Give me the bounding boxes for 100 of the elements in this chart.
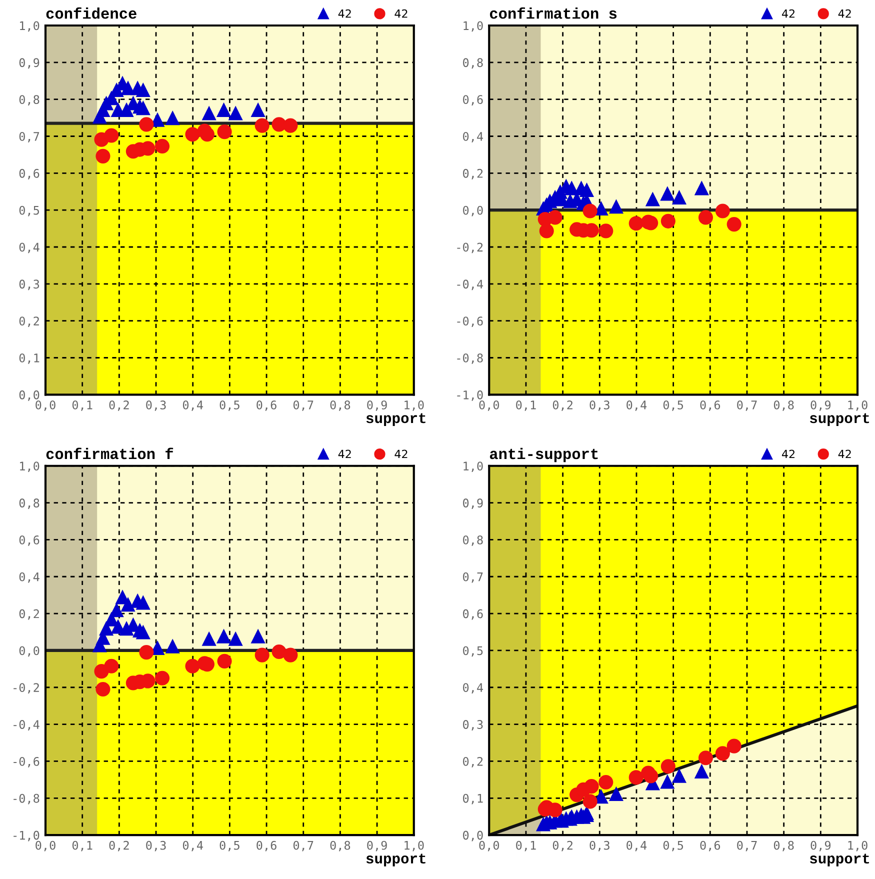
- x-axis-title: support: [810, 854, 870, 866]
- x-tick-label: 0,6: [700, 400, 720, 411]
- x-tick-label: 0,2: [109, 400, 129, 411]
- y-tick-label: 1,0: [20, 462, 40, 472]
- y-tick-label: 0,4: [19, 242, 40, 254]
- x-tick-label: 0,5: [663, 400, 684, 411]
- y-tick-label: -1,0: [457, 390, 483, 401]
- y-tick-label: -1,0: [14, 830, 40, 842]
- x-tick-label: 0,6: [700, 840, 720, 852]
- y-tick-label: 0,2: [463, 756, 483, 768]
- x-tick-label: 0,3: [590, 840, 610, 852]
- y-tick-label: 0,1: [19, 354, 40, 364]
- y-tick-label: -0,8: [457, 354, 483, 364]
- y-tick-label: 0,9: [463, 498, 483, 509]
- x-tick-label: 0,5: [220, 840, 240, 852]
- x-tick-label: 0,6: [256, 840, 276, 852]
- legend-label: 42: [394, 9, 408, 18]
- x-tick-label: 0,0: [36, 400, 56, 411]
- x-tick-label: 0,1: [72, 840, 92, 852]
- y-tick-label: 0,6: [463, 609, 483, 620]
- x-tick-label: 0,8: [774, 840, 794, 852]
- y-tick-label: 0,7: [463, 572, 483, 583]
- y-tick-label: 0,8: [19, 498, 40, 509]
- y-tick-label: 0,6: [463, 95, 483, 106]
- x-tick-label: 1,0: [404, 400, 424, 411]
- y-tick-label: 0,1: [463, 794, 483, 804]
- x-tick-label: 0,7: [737, 840, 757, 852]
- legend-label: 42: [338, 450, 351, 458]
- x-tick-label: 0,9: [367, 400, 387, 411]
- x-tick-label: 0,9: [367, 840, 387, 852]
- y-tick-label: 0,0: [19, 646, 40, 657]
- x-tick-label: 0,5: [220, 400, 240, 411]
- y-tick-label: -0,4: [14, 720, 40, 730]
- x-tick-label: 1,0: [848, 840, 868, 852]
- x-tick-label: 0,8: [330, 840, 350, 852]
- x-tick-label: 0,5: [663, 840, 684, 852]
- y-tick-label: -0,2: [457, 242, 483, 254]
- x-tick-label: 0,3: [146, 400, 166, 411]
- x-tick-label: 0,3: [146, 840, 166, 852]
- y-tick-label: 0,4: [19, 572, 40, 583]
- legend-label: 42: [782, 9, 794, 18]
- chart-title: confirmation s: [490, 7, 617, 19]
- y-tick-label: 0,7: [19, 132, 40, 142]
- y-tick-label: 0,5: [463, 646, 483, 657]
- legend-label: 42: [394, 450, 408, 458]
- x-axis-title: support: [366, 413, 426, 426]
- x-tick-label: 0,1: [516, 840, 536, 852]
- y-tick-label: 0,5: [19, 206, 39, 216]
- y-tick-label: 0,4: [463, 683, 484, 694]
- y-tick-label: 1,0: [464, 462, 483, 472]
- x-tick-label: 0,8: [774, 400, 794, 411]
- chart-title: anti-support: [490, 448, 598, 462]
- x-tick-label: 0,4: [182, 400, 203, 411]
- chart-title: confirmation f: [46, 448, 174, 460]
- y-tick-label: -0,4: [457, 280, 484, 290]
- x-tick-label: 0,1: [516, 400, 536, 411]
- y-tick-label: -0,6: [457, 316, 483, 328]
- y-tick-label: -0,8: [14, 794, 40, 804]
- y-tick-label: 0,3: [19, 280, 40, 290]
- y-tick-label: 0,6: [19, 535, 40, 546]
- x-tick-label: 0,0: [479, 840, 500, 852]
- x-axis-title: support: [366, 854, 426, 866]
- y-tick-label: 0,2: [463, 168, 483, 180]
- x-tick-label: 0,9: [810, 840, 831, 852]
- legend-label: 42: [338, 9, 351, 18]
- y-tick-label: 0,8: [463, 58, 483, 69]
- y-tick-label: 0,4: [463, 132, 484, 142]
- x-tick-label: 0,3: [590, 400, 610, 411]
- x-tick-label: 0,7: [293, 400, 314, 411]
- x-tick-label: 0,0: [479, 400, 500, 411]
- x-tick-label: 0,8: [330, 400, 350, 411]
- y-tick-label: 0,2: [19, 609, 39, 620]
- y-tick-label: -0,2: [14, 683, 39, 694]
- y-tick-label: 0,0: [19, 390, 40, 401]
- y-tick-label: 0,9: [19, 58, 40, 69]
- y-tick-label: 1,0: [464, 21, 483, 32]
- y-tick-label: 0,3: [463, 720, 483, 730]
- x-tick-label: 0,2: [552, 840, 572, 852]
- y-tick-label: 0,0: [463, 206, 483, 216]
- x-tick-label: 1,0: [848, 400, 868, 411]
- x-tick-label: 0,4: [626, 840, 647, 852]
- y-tick-label: 0,0: [463, 830, 483, 842]
- x-tick-label: 0,2: [552, 400, 572, 411]
- legend-label: 42: [838, 9, 851, 18]
- x-tick-label: 0,1: [72, 400, 92, 411]
- x-tick-label: 0,7: [293, 840, 314, 852]
- legend-label: 42: [838, 450, 851, 458]
- x-tick-label: 0,0: [36, 840, 56, 852]
- y-tick-label: 0,6: [19, 168, 40, 180]
- y-tick-label: -0,6: [14, 756, 40, 768]
- x-axis-title: support: [810, 413, 870, 426]
- legend-label: 42: [782, 450, 794, 458]
- y-tick-label: 0,8: [19, 95, 40, 106]
- x-tick-label: 0,6: [256, 400, 276, 411]
- chart-title: confidence: [46, 7, 136, 19]
- x-tick-label: 0,7: [737, 400, 757, 411]
- y-tick-label: 0,8: [463, 535, 483, 546]
- x-tick-label: 0,9: [810, 400, 831, 411]
- x-tick-label: 0,4: [626, 400, 647, 411]
- x-tick-label: 0,2: [109, 840, 129, 852]
